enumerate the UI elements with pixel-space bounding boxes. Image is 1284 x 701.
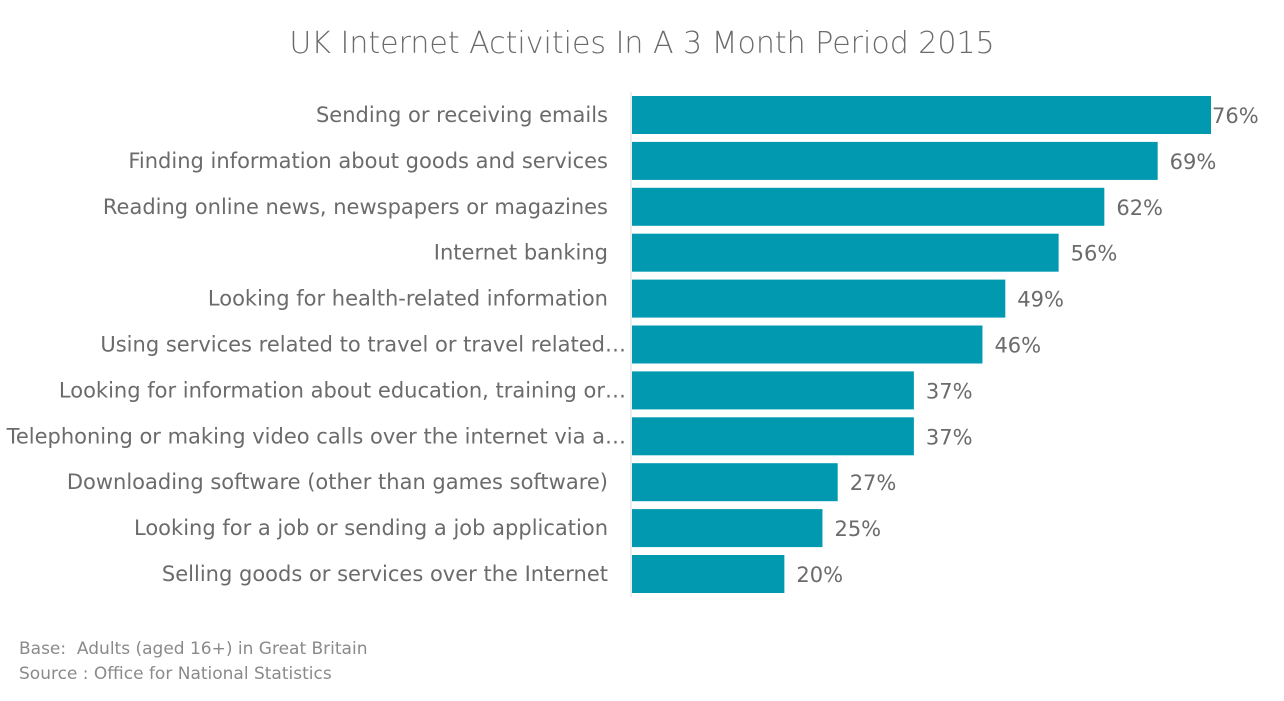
value-labels: 76% 69% 62% 56% 49% 46% 37% 37% 27% 25% 20%	[796, 104, 1258, 587]
category-labels: Sending or receiving emails Finding infor…	[6, 103, 626, 586]
category-label: Selling goods or services over the Inter…	[162, 562, 608, 586]
bar	[632, 96, 1211, 134]
category-label: Looking for health-related information	[208, 287, 608, 311]
base-note: Base: Adults (aged 16+) in Great Britain	[19, 639, 368, 659]
value-label: 62%	[1116, 196, 1163, 220]
value-label: 20%	[796, 563, 843, 587]
category-label: Sending or receiving emails	[316, 103, 608, 127]
value-label: 69%	[1170, 150, 1217, 174]
bar	[632, 187, 1105, 226]
value-label: 76%	[1212, 104, 1259, 128]
category-label: Finding information about goods and serv…	[128, 149, 608, 173]
category-label: Telephoning or making video calls over t…	[6, 424, 626, 448]
category-label: Reading online news, newspapers or magaz…	[103, 195, 608, 219]
category-label: Using services related to travel or trav…	[100, 333, 626, 357]
bar	[632, 325, 983, 364]
chart-title: UK Internet Activities In A 3 Month Peri…	[289, 26, 995, 61]
category-label: Downloading software (other than games s…	[67, 470, 608, 494]
bar	[632, 233, 1059, 272]
value-label: 56%	[1071, 242, 1118, 266]
value-label: 37%	[926, 379, 973, 403]
value-label: 46%	[994, 334, 1041, 358]
category-label: Looking for a job or sending a job appli…	[134, 516, 608, 540]
bar	[632, 509, 823, 548]
bar	[632, 417, 914, 456]
bars-group	[632, 96, 1211, 593]
value-label: 49%	[1017, 288, 1064, 312]
bar	[632, 555, 785, 593]
bar	[632, 279, 1006, 318]
source-note: Source : Office for National Statistics	[19, 664, 332, 684]
bar	[632, 371, 914, 410]
value-label: 25%	[834, 517, 881, 541]
value-label: 37%	[926, 425, 973, 449]
category-label: Internet banking	[434, 241, 608, 265]
value-label: 27%	[850, 471, 897, 495]
bar	[632, 141, 1158, 180]
category-label: Looking for information about education,…	[59, 378, 626, 402]
bar	[632, 463, 838, 502]
